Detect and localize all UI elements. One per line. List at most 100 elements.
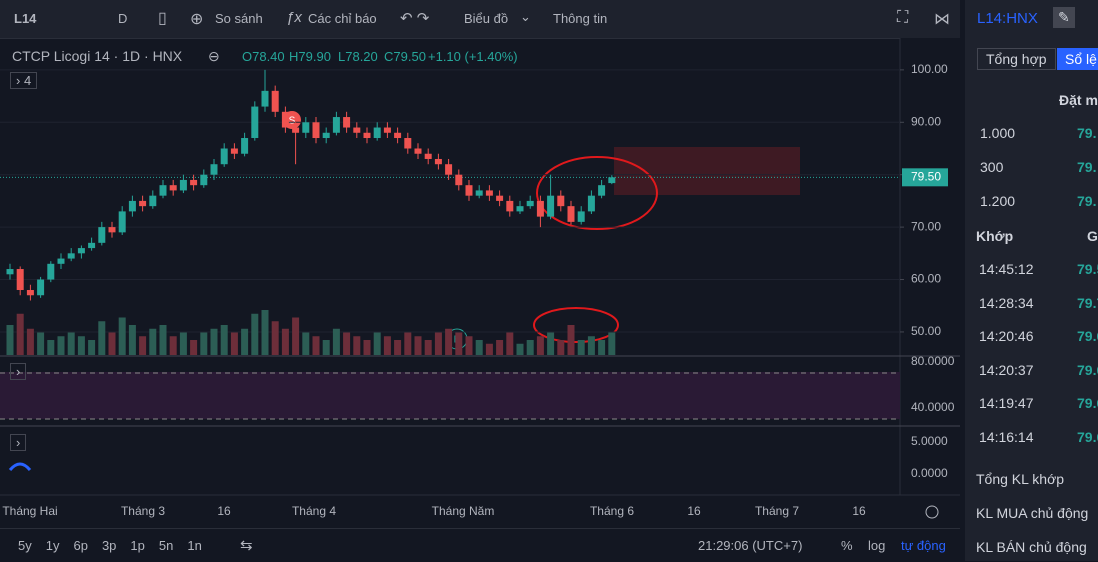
legend-high: H79.90 (289, 49, 331, 64)
logo (8, 462, 32, 472)
range-button[interactable]: 6p (73, 538, 88, 553)
volume-bar (312, 336, 320, 355)
candle-body (230, 148, 238, 154)
match-time: 14:45:12 (979, 261, 1034, 277)
volume-bar (210, 328, 218, 355)
volume-bar (57, 336, 65, 355)
volume-bar (353, 336, 361, 355)
collapsed-indicators[interactable]: › 4 (10, 72, 38, 89)
auto[interactable]: tự động (901, 538, 946, 553)
volume-bar (200, 332, 208, 355)
match-price: 79.60 (1077, 428, 1098, 445)
order-price: 79. (1077, 159, 1097, 175)
candle-body (26, 290, 34, 296)
volume-bar (77, 336, 85, 355)
candle-body (332, 117, 340, 133)
candle-body (394, 132, 402, 139)
volume-bar (587, 336, 595, 355)
share[interactable]: ⋈ (934, 11, 950, 28)
info[interactable]: Thông tin (553, 11, 608, 26)
volume-bar (465, 336, 473, 355)
legend-close: C79.50 (384, 49, 426, 64)
range-button[interactable]: 5n (158, 538, 174, 553)
candle-body (353, 127, 361, 133)
candle-body (496, 195, 504, 201)
x-tick-label: 16 (852, 504, 866, 518)
symbol[interactable]: L14 (14, 11, 37, 26)
volume-bar (128, 325, 136, 355)
legend-toggle[interactable]: ⊖ (208, 48, 220, 64)
candle-body (16, 269, 24, 291)
candle-body (179, 179, 187, 191)
candle-icon[interactable]: ▯ (158, 10, 167, 27)
tab[interactable]: Tổng hợp (977, 48, 1056, 70)
y-tick-label: 90.00 (911, 114, 941, 128)
candle-body (587, 195, 595, 212)
tab-active[interactable]: Sổ lệ (1057, 48, 1098, 70)
match-price: 79.50 (1077, 261, 1098, 277)
undo-redo[interactable]: ↶ ↷ (400, 10, 430, 27)
candle-body (6, 269, 14, 275)
candle-body (424, 153, 432, 159)
volume-bar (332, 328, 340, 355)
candle-body (88, 242, 96, 249)
fullscreen[interactable]: ⛶ (897, 9, 909, 26)
candle-body (608, 177, 616, 184)
candle-body (292, 127, 300, 133)
expand[interactable]: › (10, 434, 27, 451)
rsi-tick: 80.0000 (911, 354, 955, 368)
range-button[interactable]: 1y (45, 538, 60, 553)
volume-bar (577, 340, 585, 355)
legend-low: L78.20 (338, 49, 378, 64)
settings[interactable] (925, 505, 939, 519)
candle-body (98, 227, 106, 243)
candle-body (149, 195, 157, 207)
compare[interactable]: So sánh (215, 11, 263, 26)
log[interactable]: log (868, 538, 886, 553)
date-range-icon[interactable]: ⇆ (240, 537, 253, 554)
interval[interactable]: D (118, 11, 128, 26)
volume-bar (598, 340, 606, 355)
candle-body (139, 200, 147, 207)
candle-body (67, 253, 75, 259)
match-price: 79.60 (1077, 395, 1098, 411)
legend-change: +1.10 (+1.40%) (428, 49, 518, 64)
rsi-band (0, 372, 900, 419)
stat-label: KL MUA chủ động (976, 505, 1089, 521)
range-button[interactable]: 1p (130, 538, 145, 553)
match-time: 14:19:47 (979, 395, 1034, 411)
match-time: 14:20:46 (979, 328, 1034, 344)
order-volume: 1.200 (980, 193, 1016, 209)
candle-body (526, 200, 534, 207)
match-header: Khớp (976, 228, 1014, 244)
candle-body (251, 106, 259, 139)
candle-body (567, 206, 575, 222)
range-button[interactable]: 5y (18, 538, 32, 553)
rsi-tick: 40.0000 (911, 400, 955, 414)
chart-type[interactable]: Biểu đồ (464, 11, 509, 26)
volume-bar (302, 332, 310, 355)
candle-body (404, 138, 412, 149)
percent[interactable]: % (841, 538, 853, 553)
volume-bar (414, 336, 422, 355)
volume-bar (526, 340, 534, 355)
volume-bar (139, 336, 147, 355)
volume-bar (455, 332, 463, 355)
edit[interactable]: ✎ (1053, 7, 1075, 28)
range-button[interactable]: 1n (187, 538, 202, 553)
expand[interactable]: › (10, 363, 27, 380)
last-price-label: 79.50 (911, 169, 941, 183)
macd-tick: 5.0000 (911, 434, 948, 448)
candle-body (57, 258, 65, 264)
candle-body (475, 190, 483, 196)
range-button[interactable]: 3p (101, 538, 117, 553)
marker-s-text: S (289, 116, 296, 127)
volume-bar (118, 317, 126, 355)
annotation-circle (533, 307, 619, 343)
volume-bar (445, 328, 453, 355)
volume-bar (108, 332, 116, 355)
candle-body (281, 111, 289, 128)
candle-body (302, 122, 310, 133)
indicators[interactable]: Các chỉ báo (308, 11, 377, 26)
legend-name: CTCP Licogi 14 · 1D · HNX (12, 48, 183, 64)
